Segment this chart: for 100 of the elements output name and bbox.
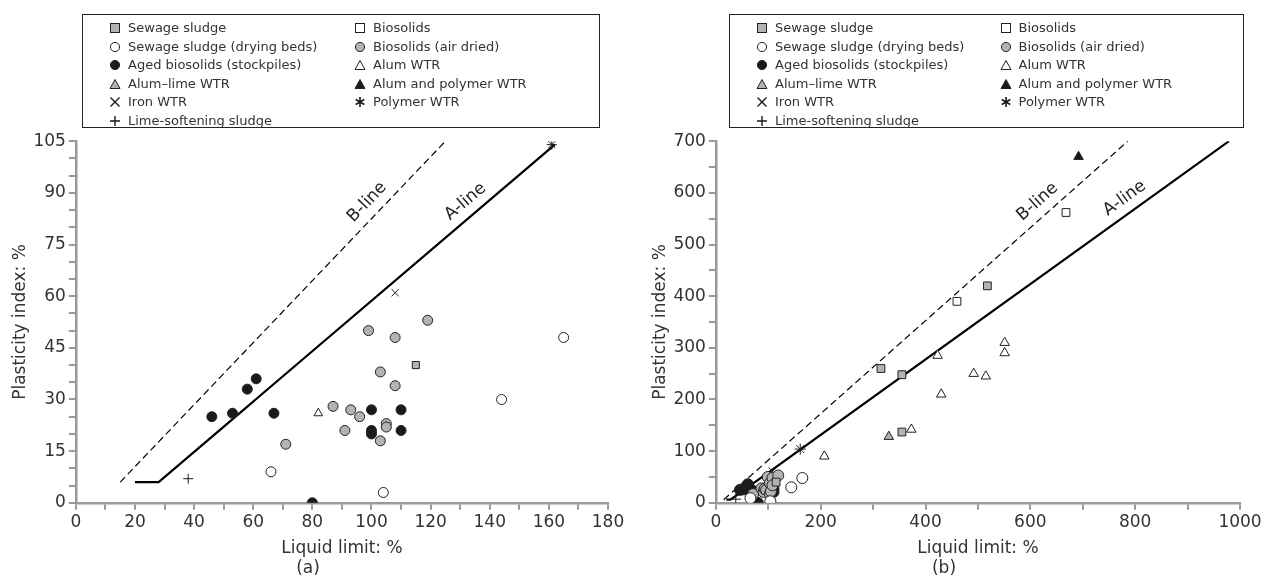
y-tick-label: 500	[673, 232, 706, 253]
y-axis-title: Plasticity index: %	[648, 244, 669, 400]
legend-label: Sewage sludge	[775, 19, 874, 37]
text: (a)	[296, 557, 320, 578]
y-tick-label: 0	[55, 491, 66, 512]
point	[268, 407, 280, 419]
legend-label: Sewage sludge	[128, 19, 227, 37]
point	[796, 472, 809, 485]
point	[952, 296, 962, 306]
point	[897, 370, 907, 380]
text: (b)	[931, 557, 957, 578]
x-tick-label: 200	[804, 511, 837, 532]
legend-label: Polymer WTR	[373, 93, 460, 111]
x-tick-label: 160	[532, 511, 566, 532]
point	[395, 424, 407, 436]
legend-label: Alum–lime WTR	[128, 74, 230, 93]
point	[968, 367, 979, 377]
point	[935, 388, 947, 398]
point	[897, 427, 907, 437]
x-tick-label: 0	[70, 511, 82, 532]
point	[345, 404, 357, 416]
x-tick-label: 800	[1118, 511, 1152, 532]
y-tick-label: 400	[673, 284, 706, 305]
x-tick-label: 600	[1014, 511, 1047, 532]
point	[1073, 150, 1084, 160]
point	[389, 380, 401, 392]
y-tick-label: 700	[673, 129, 706, 150]
x-tick-label: 20	[124, 511, 146, 532]
x-tick-label: 100	[355, 511, 388, 532]
x-tick-label: 140	[473, 511, 506, 532]
legend-label: Polymer WTR	[1018, 93, 1106, 111]
y-tick-label: 200	[673, 387, 706, 408]
point	[771, 477, 781, 487]
point	[313, 407, 324, 417]
legend-label: Aged biosolids (stockpiles)	[128, 56, 302, 74]
x-axis-title: Liquid limit: %	[281, 536, 403, 557]
point	[389, 332, 401, 343]
point	[377, 486, 389, 498]
point	[422, 314, 434, 326]
x-tick-label: 40	[183, 511, 205, 532]
legend-label: Iron WTR	[128, 93, 188, 111]
legend-label: Alum–lime WTR	[775, 74, 877, 93]
point	[265, 466, 277, 478]
point	[729, 493, 742, 503]
x-tick-label: 80	[301, 511, 324, 532]
point	[206, 411, 218, 423]
y-tick-label: 45	[44, 336, 66, 357]
legend-label: Aged biosolids (stockpiles)	[775, 56, 949, 74]
legend-label: Biosolids	[1018, 19, 1076, 37]
point	[395, 404, 407, 416]
point	[496, 393, 508, 405]
point	[327, 400, 339, 412]
point	[241, 383, 253, 395]
x-tick-label: 60	[242, 511, 265, 532]
point	[794, 443, 807, 456]
legend-label: Alum and polymer WTR	[1018, 74, 1173, 93]
point	[374, 435, 386, 447]
point	[546, 141, 558, 151]
y-tick-label: 600	[673, 181, 706, 202]
point	[280, 438, 292, 450]
point	[883, 430, 895, 440]
x-tick-label: 400	[909, 511, 942, 532]
point	[982, 281, 992, 291]
point	[363, 325, 375, 337]
point	[365, 404, 377, 416]
x-tick-label: 0	[710, 511, 722, 532]
point	[980, 370, 992, 380]
legend-label: Lime-softening sludge	[128, 111, 272, 130]
y-tick-label: 15	[44, 439, 66, 460]
point	[744, 492, 757, 503]
point	[906, 423, 917, 433]
point	[1061, 208, 1071, 217]
x-tick-label: 180	[591, 511, 625, 532]
y-tick-label: 0	[695, 491, 706, 512]
legend-label: Iron WTR	[775, 93, 835, 111]
legend-label: Sewage sludge (drying beds)	[128, 37, 318, 56]
point	[374, 366, 386, 378]
legend-label: Biosolids (air dried)	[373, 37, 500, 56]
point	[819, 450, 830, 460]
x-tick-label: 120	[414, 511, 447, 532]
y-tick-label: 60	[44, 284, 66, 305]
point	[391, 288, 400, 297]
point	[932, 349, 943, 359]
point	[339, 424, 351, 436]
y-tick-label: 30	[44, 387, 66, 408]
point	[785, 481, 798, 494]
point	[876, 364, 886, 373]
point	[227, 407, 239, 419]
x-axis-title: Liquid limit: %	[917, 536, 1039, 557]
legend-label: Alum WTR	[373, 56, 441, 74]
y-tick-label: 300	[673, 336, 706, 357]
y-tick-label: 90	[44, 181, 66, 202]
point	[411, 361, 420, 370]
legend-label: Lime-softening sludge	[775, 111, 919, 130]
point	[999, 346, 1010, 357]
legend-label: Alum WTR	[1018, 56, 1086, 74]
legend-label: Sewage sludge (drying beds)	[775, 37, 965, 56]
legend-label: Alum and polymer WTR	[373, 74, 527, 93]
y-tick-label: 105	[33, 129, 66, 150]
point	[558, 332, 570, 343]
